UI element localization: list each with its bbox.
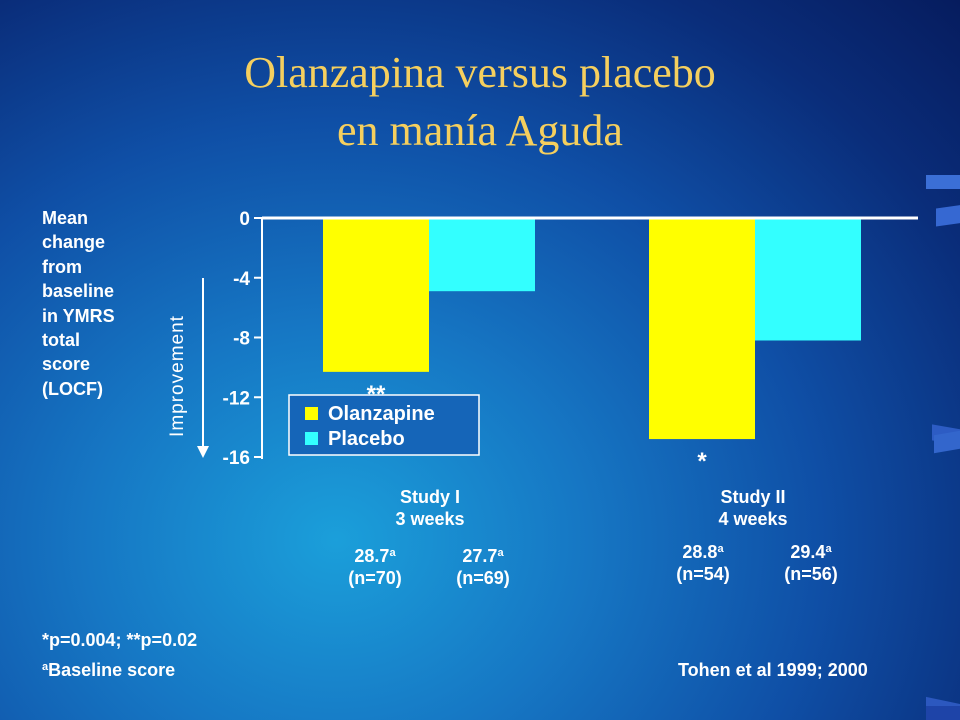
- study-2-label: Study II 4 weeks: [663, 486, 843, 530]
- legend-box: [288, 394, 480, 456]
- bar-olanzapine-1: [323, 218, 429, 372]
- baseline-study1-olanzapine: 28.7a (n=70): [325, 542, 425, 589]
- y-tick-label: 0: [239, 209, 250, 230]
- baseline-n: (n=69): [456, 568, 510, 588]
- baseline-footnote-text: Baseline score: [48, 660, 176, 680]
- baseline-study2-placebo: 29.4a (n=56): [761, 538, 861, 585]
- baseline-score: 28.8: [682, 542, 718, 562]
- baseline-sup: a: [717, 543, 724, 555]
- y-tick-label: -4: [233, 269, 250, 290]
- baseline-score: 28.7: [354, 546, 390, 566]
- legend-label-olanzapine: Olanzapine: [328, 403, 435, 425]
- study-2-duration: 4 weeks: [718, 509, 788, 529]
- baseline-n: (n=56): [784, 564, 838, 584]
- title-line-2: en manía Aguda: [337, 106, 623, 155]
- significance-marker: *: [697, 448, 707, 475]
- bar-olanzapine-2: [649, 218, 755, 440]
- baseline-sup: a: [497, 547, 504, 559]
- y-axis-label: Improvement: [167, 315, 188, 437]
- y-axis-description: Mean change from baseline in YMRS total …: [42, 208, 115, 399]
- study-1-label: Study I 3 weeks: [340, 486, 520, 530]
- baseline-sup: a: [825, 543, 832, 555]
- baseline-study2-olanzapine: 28.8a (n=54): [653, 538, 753, 585]
- legend-label-placebo: Placebo: [328, 428, 405, 450]
- baseline-n: (n=70): [348, 568, 402, 588]
- baseline-study1-placebo: 27.7a (n=69): [433, 542, 533, 589]
- baseline-n: (n=54): [676, 564, 730, 584]
- legend-swatch-olanzapine: [305, 407, 318, 420]
- baseline-sup: a: [389, 547, 396, 559]
- baseline-score: 29.4: [790, 542, 826, 562]
- title-line-1: Olanzapina versus placebo: [244, 48, 716, 97]
- baseline-score: 27.7: [462, 546, 498, 566]
- citation: Tohen et al 1999; 2000: [678, 660, 868, 680]
- bar-placebo-1: [429, 218, 535, 292]
- y-tick-label: -16: [223, 448, 250, 469]
- improvement-arrow-head: [197, 446, 209, 458]
- pvalue-footnote: *p=0.004; **p=0.02: [42, 630, 198, 650]
- y-tick-label: -12: [223, 388, 250, 409]
- study-1-name: Study I: [399, 487, 460, 507]
- baseline-footnote: aBaseline score: [42, 660, 175, 681]
- y-tick-label: -8: [233, 329, 250, 350]
- study-1-duration: 3 weeks: [395, 509, 465, 529]
- legend-swatch-placebo: [305, 432, 318, 445]
- study-2-name: Study II: [720, 487, 786, 507]
- slide-title: Olanzapina versus placebo en manía Aguda: [0, 44, 960, 160]
- bar-placebo-2: [755, 218, 861, 341]
- baseline-footnote-sup: a: [42, 661, 49, 673]
